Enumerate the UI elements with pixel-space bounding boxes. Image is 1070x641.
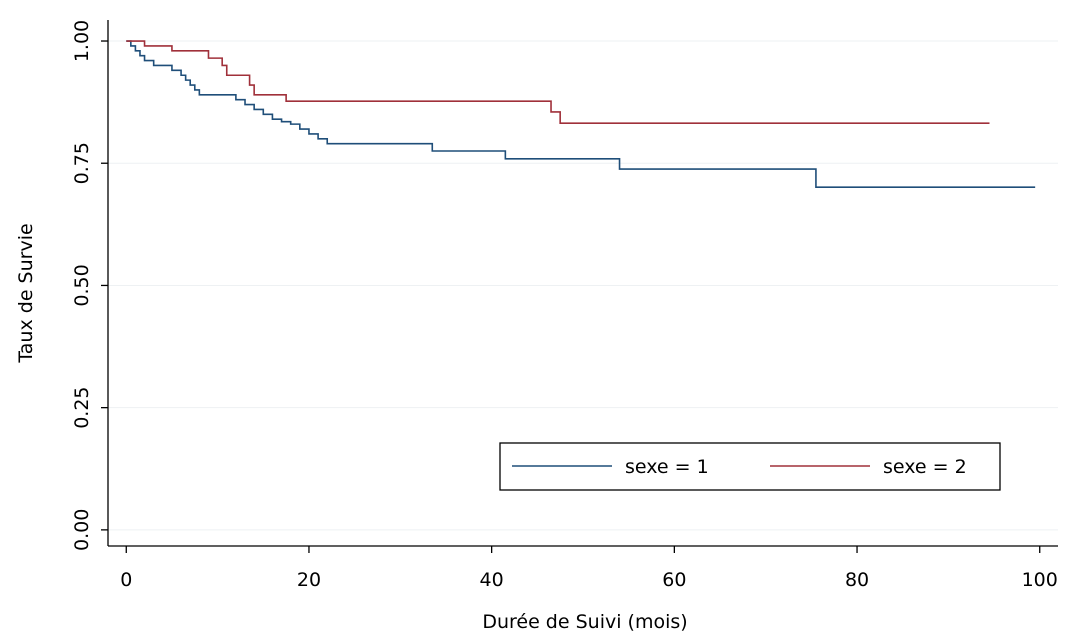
y-axis-title: Taux de Survie	[15, 223, 37, 363]
y-tick-label: 0.75	[71, 142, 93, 184]
x-tick-label: 80	[845, 569, 869, 591]
x-tick-label: 60	[662, 569, 686, 591]
y-tick-label: 1.00	[71, 20, 93, 62]
survival-curve	[126, 40, 990, 124]
x-axis-title: Durée de Suivi (mois)	[482, 611, 687, 633]
survival-curve	[126, 40, 1036, 188]
x-tick-label: 40	[480, 569, 504, 591]
y-tick-label: 0.25	[71, 386, 93, 428]
legend-box	[499, 442, 1001, 491]
legend: sexe = 1 sexe = 2	[499, 442, 1001, 491]
legend-label: sexe = 2	[883, 456, 967, 478]
x-tick-label: 20	[297, 569, 321, 591]
legend-label: sexe = 1	[625, 456, 709, 478]
y-tick-label: 0.50	[71, 264, 93, 306]
y-tick-label: 0.00	[71, 509, 93, 551]
x-tick-label: 0	[120, 569, 132, 591]
x-tick-label: 100	[1022, 569, 1058, 591]
